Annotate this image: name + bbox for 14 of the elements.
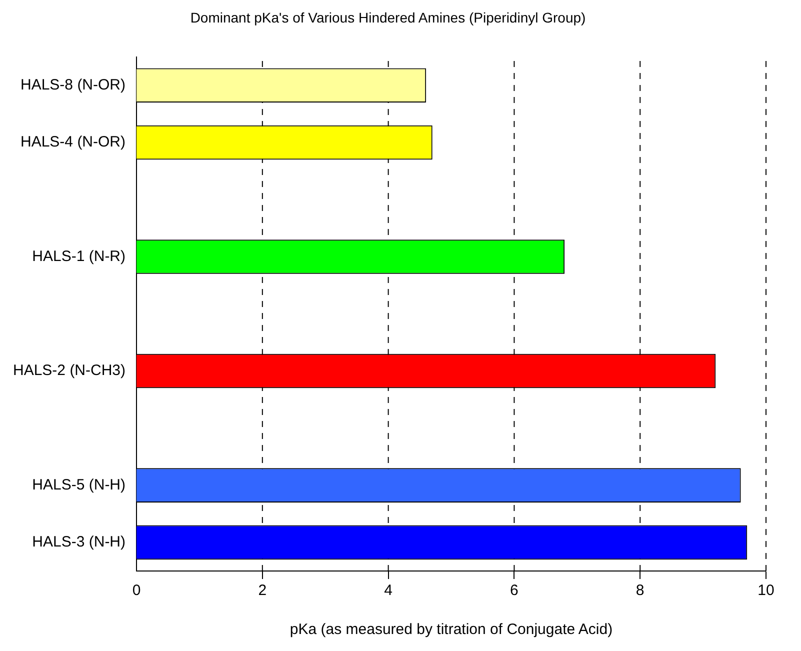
y-tick-label: HALS-3 (N-H)	[32, 534, 126, 551]
x-tick-label: 4	[384, 582, 392, 600]
x-tick-label: 8	[636, 582, 644, 600]
x-axis-title: pKa (as measured by titration of Conjugate Acid)	[290, 621, 613, 638]
x-tick-label: 6	[510, 582, 518, 600]
y-tick-label: HALS-4 (N-OR)	[20, 134, 126, 151]
y-tick-label: HALS-5 (N-H)	[32, 476, 126, 494]
chart-title: Dominant pKa's of Various Hindered Amines (Piperidinyl Group)	[190, 9, 586, 26]
y-tick-label: HALS-1 (N-R)	[32, 248, 126, 265]
y-tick-label: HALS-2 (N-CH3)	[13, 362, 126, 380]
x-tick-label: 2	[258, 582, 267, 600]
x-tick-label: 10	[758, 582, 774, 600]
y-tick-label: HALS-8 (N-OR)	[20, 76, 126, 94]
x-tick-label: 0	[132, 582, 141, 600]
